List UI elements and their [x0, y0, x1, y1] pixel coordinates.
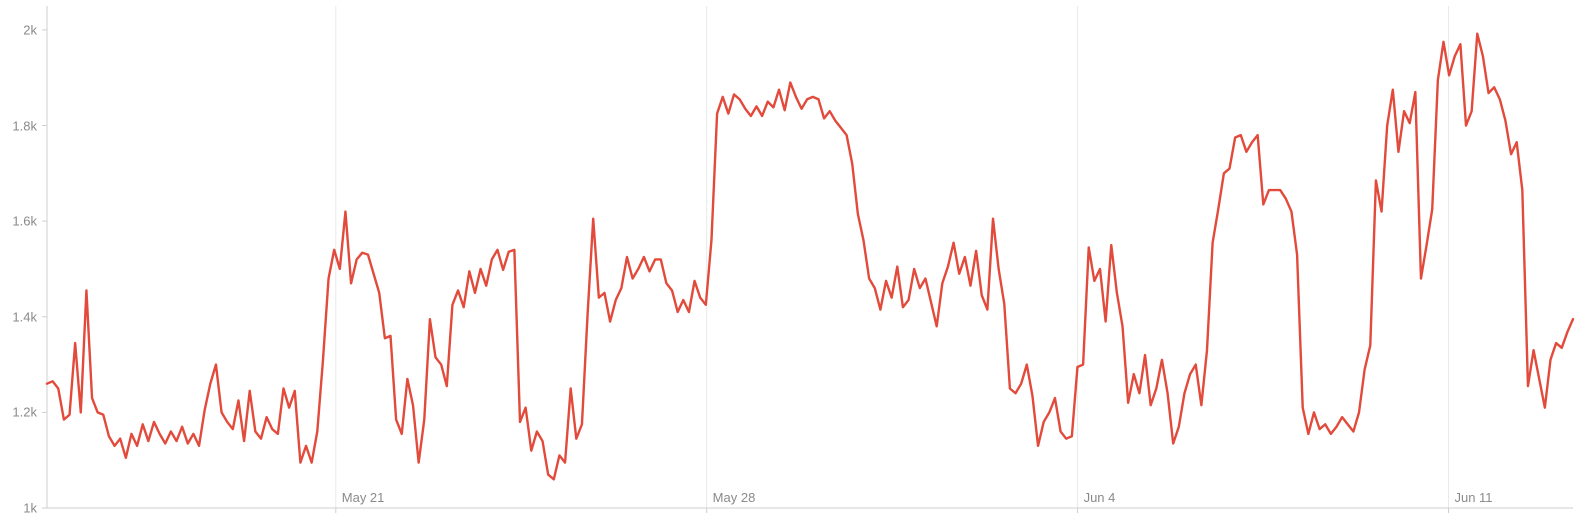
series-line [47, 34, 1573, 480]
x-tick-label: May 28 [713, 490, 756, 505]
timeseries-chart: May 21 May 28 Jun 4 Jun 11 1k 1.2k 1.4k 1.6k 1.8… [0, 0, 1577, 517]
chart-canvas [0, 0, 1577, 517]
y-tick-label: 1.4k [0, 309, 37, 324]
y-tick-label: 1.2k [0, 405, 37, 420]
x-tick-label: May 21 [342, 490, 385, 505]
y-tick-label: 2k [0, 22, 37, 37]
y-tick-label: 1k [0, 501, 37, 516]
x-tick-label: Jun 4 [1084, 490, 1116, 505]
y-tick-label: 1.8k [0, 118, 37, 133]
y-tick-label: 1.6k [0, 214, 37, 229]
x-tick-label: Jun 11 [1454, 490, 1492, 505]
